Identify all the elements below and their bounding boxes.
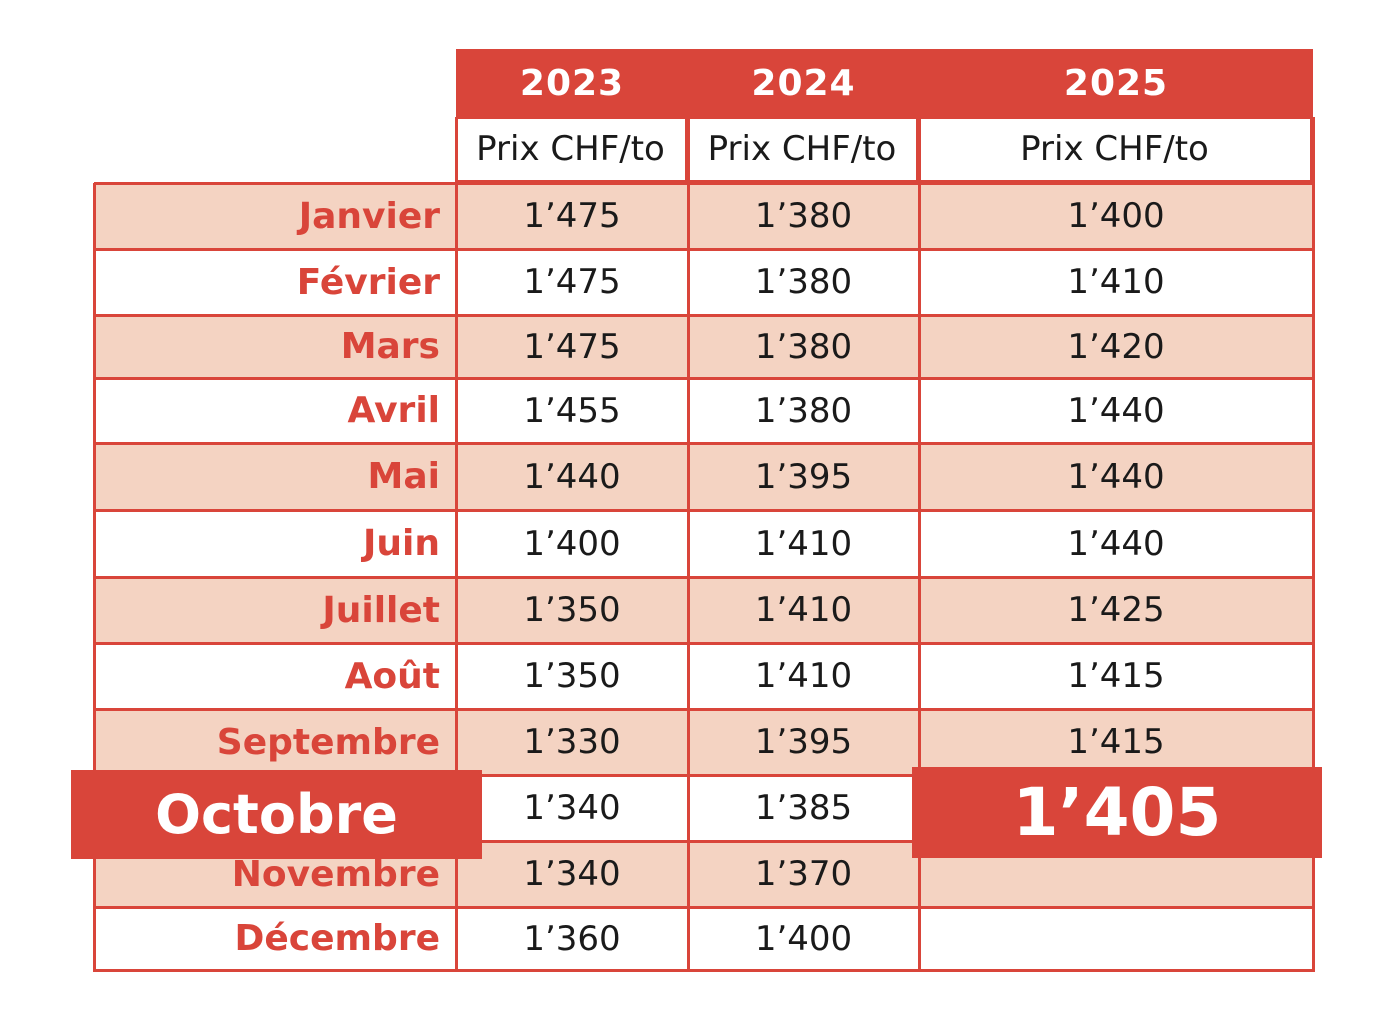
table-row — [94, 183, 1313, 249]
table-row — [94, 443, 1313, 510]
price-cell: 1’425 — [1067, 590, 1165, 630]
price-cell: 1’475 — [523, 196, 621, 236]
grid-line — [94, 906, 1315, 909]
table-row — [94, 907, 1313, 970]
month-label: Septembre — [216, 721, 440, 763]
grid-line — [455, 117, 458, 972]
price-cell: 1’440 — [1067, 456, 1165, 497]
price-cell: 1’360 — [523, 918, 621, 959]
price-cell: 1’410 — [754, 656, 853, 696]
price-cell: 1’440 — [523, 456, 621, 497]
price-cell: 1’380 — [754, 326, 853, 367]
grid-line — [94, 442, 1315, 445]
month-label: Novembre — [231, 853, 440, 895]
grid-line — [94, 377, 1315, 380]
price-cell: 1’350 — [523, 656, 621, 696]
grid-line — [93, 183, 96, 972]
price-cell: 1’395 — [754, 722, 853, 762]
price-cell: 1’410 — [754, 523, 853, 564]
price-cell: 1’340 — [523, 788, 621, 828]
price-cell: 1’400 — [1067, 196, 1165, 236]
price-cell: 1’440 — [1067, 523, 1165, 564]
price-cell: 1’440 — [1067, 390, 1165, 431]
price-cell: 1’350 — [523, 590, 621, 630]
table-row — [94, 709, 1313, 775]
price-cell: 1’370 — [754, 854, 853, 894]
month-label: Avril — [347, 390, 440, 431]
highlight-month-label: Octobre — [71, 770, 482, 859]
grid-line — [687, 117, 690, 972]
grid-line — [94, 840, 1315, 843]
price-cell: 1’380 — [754, 196, 853, 236]
table-row — [94, 249, 1313, 315]
month-label: Août — [344, 655, 440, 697]
price-cell: 1’410 — [1067, 262, 1165, 302]
year-header-2023: 2023 — [456, 49, 688, 117]
table-row — [94, 643, 1313, 709]
year-header-2024: 2024 — [688, 49, 919, 117]
grid-line — [456, 116, 1313, 119]
price-cell: 1’455 — [523, 390, 621, 431]
price-cell: 1’410 — [754, 590, 853, 630]
month-label: Juillet — [322, 589, 440, 631]
subheader-2024: Prix CHF/to — [688, 117, 919, 183]
month-label: Janvier — [298, 195, 440, 237]
price-cell: 1’385 — [754, 788, 853, 828]
subheader-2025: Prix CHF/to — [919, 117, 1313, 183]
year-header-2025: 2025 — [919, 49, 1313, 117]
grid-line — [1312, 117, 1315, 972]
grid-line — [94, 509, 1315, 512]
price-cell: 1’400 — [523, 523, 621, 564]
grid-line — [94, 969, 1315, 972]
price-cell: 1’415 — [1067, 722, 1165, 762]
month-label: Février — [296, 261, 440, 303]
grid-line — [94, 182, 1315, 185]
price-cell: 1’380 — [754, 262, 853, 302]
table-row — [94, 315, 1313, 378]
price-cell: 1’420 — [1067, 326, 1165, 367]
table-row — [94, 510, 1313, 577]
price-cell: 1’475 — [523, 326, 621, 367]
grid-line — [94, 708, 1315, 711]
table-row — [94, 378, 1313, 443]
month-label: Décembre — [234, 918, 440, 959]
price-cell: 1’415 — [1067, 656, 1165, 696]
month-label: Juin — [363, 523, 440, 564]
price-cell: 1’340 — [523, 854, 621, 894]
grid-line — [94, 314, 1315, 317]
month-label: Mars — [340, 326, 440, 367]
price-cell: 1’475 — [523, 262, 621, 302]
price-cell: 1’395 — [754, 456, 853, 497]
price-cell — [919, 907, 1313, 970]
grid-line — [918, 117, 921, 972]
grid-line — [94, 774, 1315, 777]
grid-line — [94, 642, 1315, 645]
table-row — [94, 577, 1313, 643]
price-cell: 1’400 — [754, 918, 853, 959]
subheader-2023: Prix CHF/to — [456, 117, 688, 183]
price-cell: 1’380 — [754, 390, 853, 431]
month-label: Mai — [367, 456, 440, 497]
highlight-value-label: 1’405 — [912, 767, 1322, 858]
price-cell: 1’330 — [523, 722, 621, 762]
grid-line — [94, 576, 1315, 579]
grid-line — [94, 248, 1315, 251]
